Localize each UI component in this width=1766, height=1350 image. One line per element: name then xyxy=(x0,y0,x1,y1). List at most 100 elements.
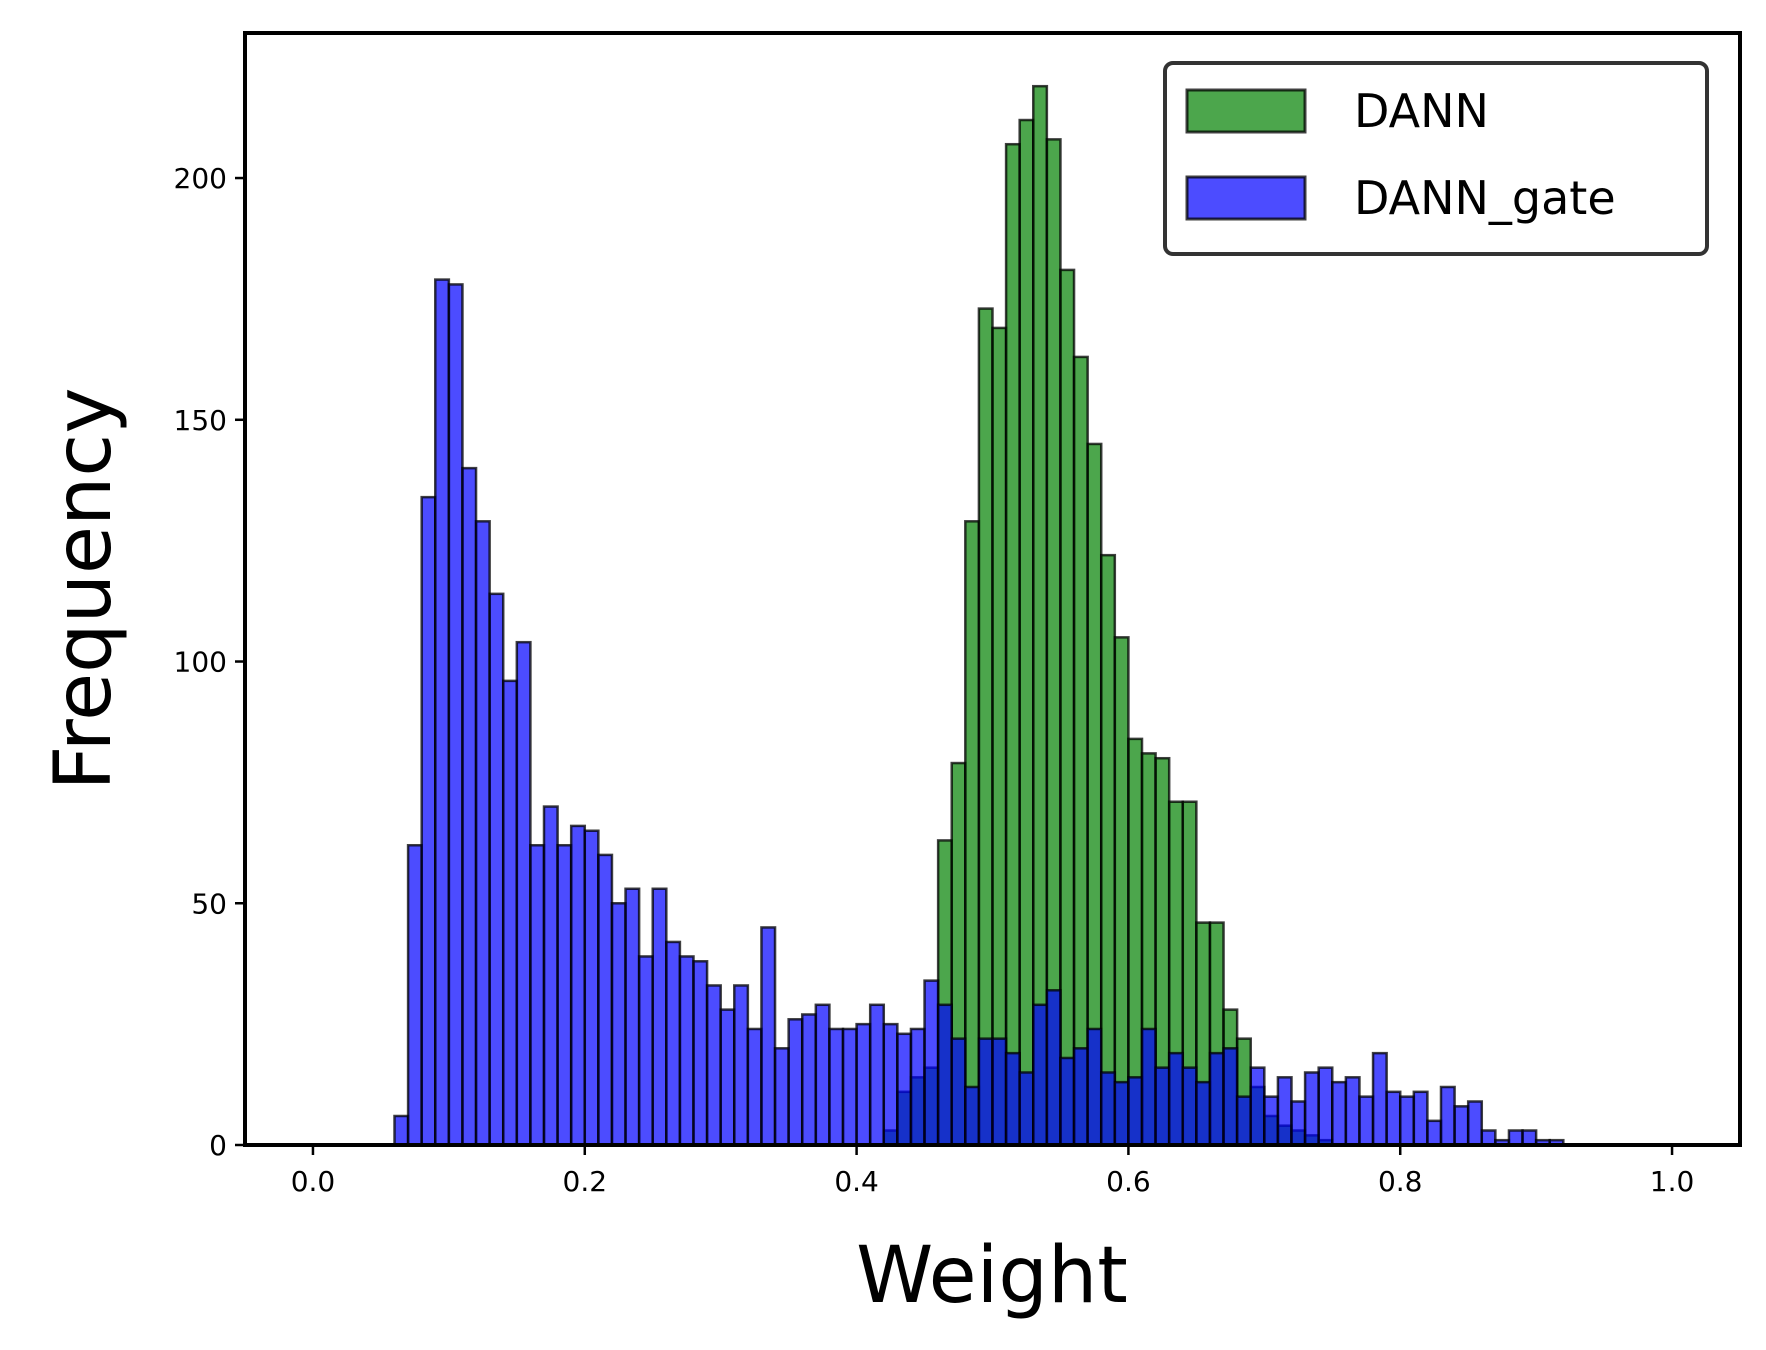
bar-dann-gate xyxy=(936,1003,953,1147)
bar-dann-gate xyxy=(515,640,532,1147)
bar-dann-gate xyxy=(1154,1066,1171,1147)
bar-dann-gate xyxy=(692,960,709,1147)
bar-dann-gate xyxy=(964,1085,981,1147)
bar-dann xyxy=(1099,553,1117,1147)
bar-dann-gate xyxy=(1032,1003,1049,1147)
bar-dann xyxy=(1059,268,1076,1147)
bar-dann-gate xyxy=(461,466,478,1147)
bar-dann-gate xyxy=(678,955,695,1147)
bar-dann-gate xyxy=(583,829,600,1147)
bar-dann-gate xyxy=(705,984,722,1147)
bar-dann-gate xyxy=(434,278,451,1147)
bar-dann-gate xyxy=(501,679,519,1147)
y-tick-label: 0 xyxy=(209,1129,227,1162)
bar-dann-gate xyxy=(1167,1051,1185,1147)
bar-dann-gate xyxy=(1453,1105,1470,1147)
bar-dann-gate xyxy=(868,1003,886,1147)
bar-dann-gate xyxy=(909,1027,926,1147)
bar-dann-gate xyxy=(1045,989,1062,1147)
bar-dann xyxy=(977,307,994,1147)
bar-dann-gate xyxy=(542,805,559,1147)
bar-dann-gate xyxy=(1086,1027,1103,1147)
bar-dann-gate xyxy=(406,843,423,1147)
x-tick-label: 1.0 xyxy=(1650,1165,1695,1198)
bar-dann-gate xyxy=(733,984,750,1147)
bar-dann-gate xyxy=(1398,1095,1416,1147)
bar-dann-gate xyxy=(1521,1129,1538,1147)
x-tick-label: 0.0 xyxy=(291,1165,336,1198)
bar-dann-gate xyxy=(1426,1119,1443,1147)
bar-dann-gate xyxy=(773,1047,790,1147)
bar-dann-gate xyxy=(1059,1056,1076,1147)
x-tick-label: 0.4 xyxy=(834,1165,879,1198)
bar-dann xyxy=(1032,84,1049,1147)
bar-dann-gate xyxy=(841,1027,858,1147)
bar-dann-gate xyxy=(1072,1047,1089,1147)
bar-dann-gate xyxy=(787,1018,804,1147)
ticks-layer: 0.0 0.2 0.4 0.6 0.8 1.0 0 50 100 150 200 xyxy=(174,162,1695,1198)
bar-dann-gate xyxy=(1140,1027,1157,1147)
bar-dann-gate xyxy=(746,1027,763,1147)
bar-dann-gate xyxy=(529,843,546,1147)
bar-dann-gate xyxy=(556,843,573,1147)
bar-dann xyxy=(1113,636,1130,1147)
bar-dann-gate xyxy=(1099,1071,1117,1147)
bar-dann-gate xyxy=(1358,1095,1375,1147)
bar-dann-gate xyxy=(1263,1095,1280,1147)
bar-dann-gate xyxy=(991,1037,1008,1147)
y-tick-label: 50 xyxy=(191,887,227,920)
x-tick-label: 0.6 xyxy=(1106,1165,1151,1198)
bar-dann-gate xyxy=(597,853,614,1147)
bar-dann-gate xyxy=(1466,1100,1484,1147)
bar-dann-gate xyxy=(923,979,940,1147)
bar-dann-gate xyxy=(1317,1066,1334,1147)
y-tick-label: 150 xyxy=(174,404,227,437)
legend: DANN DANN_gate xyxy=(1163,61,1709,256)
bar-dann-gate xyxy=(1385,1090,1402,1147)
bar-dann-gate xyxy=(393,1114,410,1147)
bar-dann-gate xyxy=(637,955,654,1147)
bar-dann-gate xyxy=(651,887,668,1147)
y-axis-label: Frequency xyxy=(39,388,129,791)
bar-dann-gate xyxy=(855,1022,872,1147)
bar-dann-gate xyxy=(1290,1100,1307,1147)
bar-dann-gate xyxy=(474,520,491,1147)
bar-dann-gate xyxy=(1249,1066,1266,1147)
x-axis-label: Weight xyxy=(856,1231,1128,1321)
bar-dann-gate xyxy=(814,1003,831,1147)
bar-dann-gate xyxy=(1195,1080,1212,1147)
bar-dann-gate xyxy=(800,1013,818,1147)
bar-dann-gate xyxy=(896,1032,913,1147)
bar-dann-gate xyxy=(1276,1076,1293,1147)
bar-dann-gate xyxy=(1439,1085,1456,1147)
bar-dann-gate xyxy=(1412,1090,1429,1147)
bar-dann-gate xyxy=(1181,1066,1198,1147)
bar-dann-gate xyxy=(624,887,641,1147)
plot-frame xyxy=(243,31,1742,1147)
bar-dann xyxy=(1072,355,1089,1147)
bar-dann-gate xyxy=(760,926,777,1147)
bar-dann-gate xyxy=(828,1027,845,1147)
bar-dann-gate xyxy=(977,1037,994,1147)
bar-dann-gate xyxy=(1018,1071,1035,1147)
bar-dann-gate xyxy=(1235,1095,1252,1147)
bar-dann-gate xyxy=(1480,1129,1497,1147)
y-tick-label: 200 xyxy=(174,162,227,195)
legend-swatch-dann xyxy=(1185,88,1307,134)
bar-dann-gate xyxy=(1127,1076,1144,1147)
x-tick-label: 0.8 xyxy=(1378,1165,1423,1198)
legend-label-dann-gate: DANN_gate xyxy=(1354,171,1616,225)
bar-dann-gate xyxy=(1371,1051,1388,1147)
bar-dann-gate xyxy=(488,592,505,1147)
bar-dann xyxy=(991,326,1008,1147)
bar-dann-gate xyxy=(1222,1047,1239,1147)
bar-dann xyxy=(1004,142,1021,1147)
bar-dann-gate xyxy=(1113,1080,1130,1147)
bar-dann-gate xyxy=(420,495,437,1147)
bar-dann-gate xyxy=(719,1008,736,1147)
bar-dann xyxy=(1018,118,1035,1147)
bar-dann-gate xyxy=(950,1037,967,1147)
bar-dann-gate xyxy=(569,824,587,1147)
y-tick-label: 100 xyxy=(174,646,227,679)
